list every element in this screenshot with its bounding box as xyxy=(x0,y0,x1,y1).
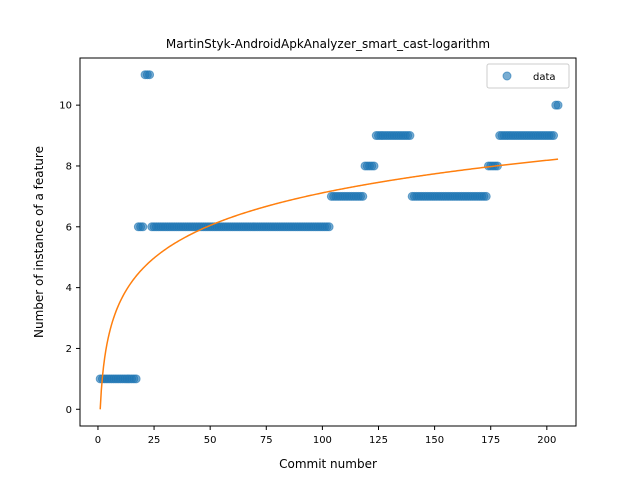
x-tick-label: 0 xyxy=(95,435,101,446)
x-tick-label: 200 xyxy=(537,435,556,446)
data-point xyxy=(131,374,141,384)
legend-marker xyxy=(502,71,512,81)
legend: data xyxy=(486,63,570,89)
data-point xyxy=(145,70,155,80)
data-point xyxy=(138,222,148,232)
data-point xyxy=(549,131,559,141)
fit-line xyxy=(99,158,559,410)
data-point xyxy=(405,131,415,141)
plot-frame xyxy=(79,57,577,427)
x-tick-label: 125 xyxy=(369,435,388,446)
y-axis: 0 2 4 6 8 10 xyxy=(59,101,80,416)
legend-label: data xyxy=(533,72,556,83)
legend-box xyxy=(486,63,570,89)
data-point xyxy=(324,222,334,232)
x-tick-label: 75 xyxy=(260,435,273,446)
chart-title: MartinStyk-AndroidApkAnalyzer_smart_cast… xyxy=(166,37,490,51)
x-tick-label: 50 xyxy=(204,435,217,446)
x-axis: 0 25 50 75 100 125 150 175 200 xyxy=(95,426,556,446)
y-tick-label: 6 xyxy=(66,222,72,233)
y-tick-label: 8 xyxy=(66,161,72,172)
y-tick-label: 4 xyxy=(66,283,72,294)
data-point xyxy=(481,191,491,201)
x-axis-label: Commit number xyxy=(279,457,377,471)
data-point xyxy=(369,161,379,171)
data-point xyxy=(553,100,563,110)
y-axis-label: Number of instance of a feature xyxy=(32,146,46,338)
data-point xyxy=(358,191,368,201)
x-tick-label: 100 xyxy=(313,435,332,446)
y-tick-label: 0 xyxy=(66,405,72,416)
y-tick-label: 2 xyxy=(66,344,72,355)
x-tick-label: 25 xyxy=(148,435,161,446)
x-tick-label: 175 xyxy=(481,435,500,446)
y-tick-label: 10 xyxy=(59,101,72,112)
fit-layer xyxy=(99,158,559,410)
x-tick-label: 150 xyxy=(425,435,444,446)
